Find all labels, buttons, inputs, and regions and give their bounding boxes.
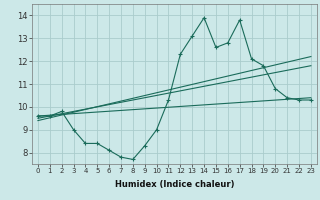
X-axis label: Humidex (Indice chaleur): Humidex (Indice chaleur) <box>115 180 234 189</box>
